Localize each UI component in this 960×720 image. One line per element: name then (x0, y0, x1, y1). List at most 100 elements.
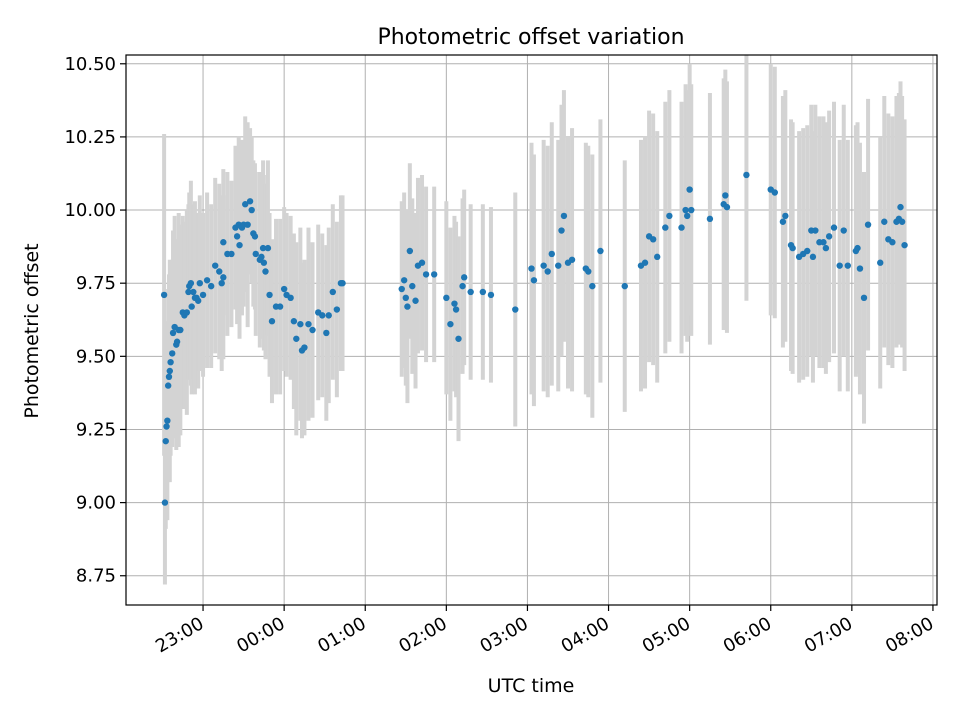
data-point (228, 250, 235, 258)
data-point (743, 171, 750, 179)
data-point (820, 239, 827, 246)
data-point (242, 201, 249, 208)
data-point (854, 244, 861, 252)
data-point (162, 437, 169, 445)
data-point (540, 262, 547, 269)
x-tick-label: 01:00 (314, 613, 369, 657)
data-point (568, 256, 576, 263)
chart-title: Photometric offset variation (377, 25, 684, 50)
data-point (404, 303, 411, 310)
data-point (252, 250, 259, 258)
data-point (207, 282, 215, 290)
y-tick-label: 9.75 (76, 273, 116, 294)
y-tick-label: 10.25 (64, 127, 116, 148)
data-point (889, 239, 896, 246)
data-point (260, 259, 268, 266)
data-point (402, 294, 409, 302)
data-point (459, 282, 466, 290)
data-point (452, 306, 460, 313)
data-point (165, 373, 173, 381)
plot-area-frame (125, 54, 938, 606)
data-point (804, 247, 811, 255)
x-axis-ticks: 23:00 00:00 01:00 02:00 03:00 04:00 05:00 06:00… (152, 605, 937, 657)
data-point (398, 285, 405, 293)
data-point (268, 318, 276, 325)
data-point (329, 288, 337, 296)
data-point (830, 224, 838, 231)
data-point (451, 300, 458, 307)
data-point (339, 279, 346, 287)
y-axis-label: Photometric offset (21, 243, 43, 418)
data-point (898, 218, 906, 225)
data-point (825, 233, 833, 240)
data-point (688, 206, 695, 214)
data-point (163, 423, 170, 430)
x-tick-label: 07:00 (801, 613, 856, 657)
x-tick-label: 23:00 (152, 613, 207, 657)
data-point (548, 250, 555, 258)
data-point (173, 338, 181, 345)
data-point (723, 203, 731, 211)
data-point (244, 221, 251, 228)
data-point (258, 253, 265, 261)
y-tick-label: 8.75 (76, 566, 116, 587)
data-point (560, 212, 568, 220)
data-point (290, 318, 298, 325)
data-point (199, 291, 207, 299)
data-point (276, 303, 284, 310)
data-point (319, 312, 326, 319)
data-point (621, 282, 628, 290)
data-point (722, 192, 729, 199)
data-point (654, 253, 661, 261)
x-tick-label: 06:00 (720, 613, 775, 657)
data-point (682, 206, 689, 214)
data-point (455, 335, 462, 342)
data-point (447, 320, 454, 328)
data-point (183, 309, 191, 316)
x-tick-label: 02:00 (395, 613, 450, 657)
data-point (301, 344, 308, 351)
data-point (262, 268, 269, 275)
y-tick-label: 10.50 (64, 54, 116, 75)
data-point (840, 227, 847, 234)
data-point (248, 206, 255, 214)
data-point (779, 218, 787, 225)
data-point (194, 297, 202, 304)
data-point (169, 329, 177, 337)
data-point (259, 244, 267, 252)
data-point (901, 241, 908, 249)
data-point (418, 259, 426, 266)
y-tick-label: 9.25 (76, 419, 116, 440)
data-point (809, 253, 817, 261)
data-point (220, 239, 227, 246)
data-point (190, 288, 197, 296)
data-point (297, 320, 304, 328)
data-point (844, 262, 851, 269)
data-point (706, 215, 714, 223)
data-point (287, 294, 294, 302)
data-points (160, 171, 908, 506)
data-point (333, 306, 341, 313)
data-point (212, 262, 219, 269)
data-point (836, 262, 843, 269)
data-point (512, 306, 519, 313)
data-point (585, 268, 592, 275)
data-point (412, 297, 419, 304)
data-point (400, 277, 408, 284)
x-tick-label: 08:00 (882, 613, 937, 657)
data-point (169, 350, 176, 357)
data-point (881, 218, 888, 225)
data-point (558, 227, 565, 234)
data-point (812, 227, 819, 234)
data-point (218, 279, 225, 287)
data-point (305, 320, 312, 328)
data-point (782, 212, 789, 220)
data-point (443, 294, 450, 302)
data-point (460, 274, 468, 281)
data-point (897, 203, 904, 211)
data-point (487, 291, 495, 299)
data-point (666, 212, 673, 220)
y-tick-label: 9.50 (76, 346, 116, 367)
data-point (530, 277, 538, 284)
